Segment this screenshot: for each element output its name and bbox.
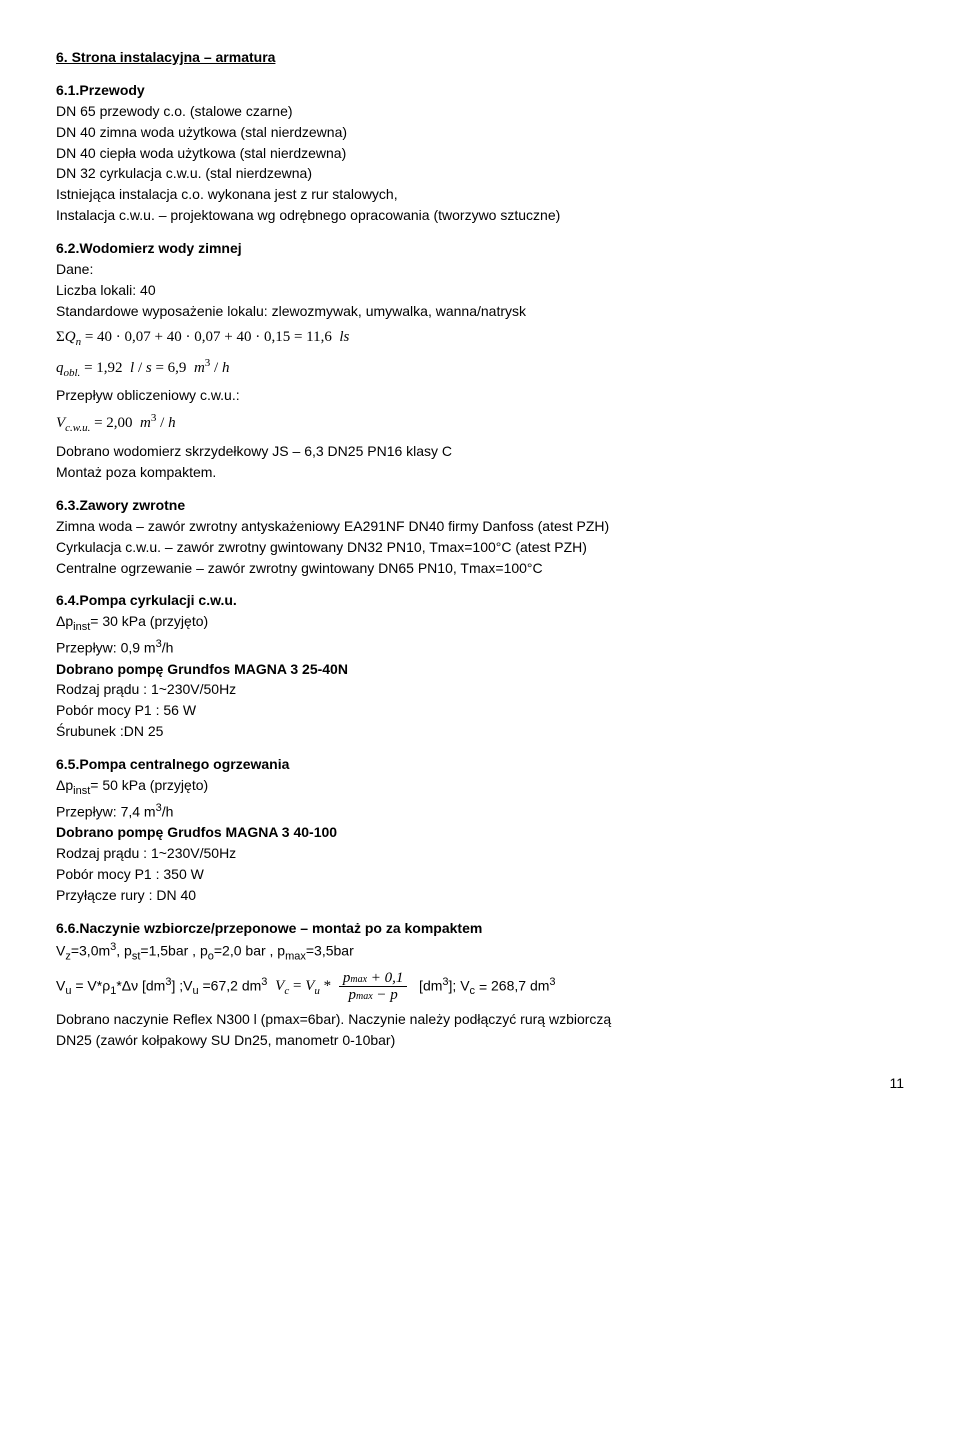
text-line: Dobrano wodomierz skrzydełkowy JS – 6,3 …: [56, 442, 904, 461]
section-6-2-title: 6.2.Wodomierz wody zimnej: [56, 239, 904, 258]
text-line: Liczba lokali: 40: [56, 281, 904, 300]
text-line: DN 65 przewody c.o. (stalowe czarne): [56, 102, 904, 121]
section-6-4-title: 6.4.Pompa cyrkulacji c.w.u.: [56, 591, 904, 610]
text-line: DN 32 cyrkulacja c.w.u. (stal nierdzewna…: [56, 164, 904, 183]
text-line: Przepływ: 7,4 m3/h: [56, 801, 904, 822]
text-line: Δpinst= 50 kPa (przyjęto): [56, 776, 904, 799]
section-6-2-body: Dane: Liczba lokali: 40 Standardowe wypo…: [56, 260, 904, 482]
text-line: DN25 (zawór kołpakowy SU Dn25, manometr …: [56, 1031, 904, 1050]
text-line: Śrubunek :DN 25: [56, 722, 904, 741]
bold-line: Dobrano pompę Grudfos MAGNA 3 40-100: [56, 823, 904, 842]
section-6-1-title: 6.1.Przewody: [56, 81, 904, 100]
formula-vcwu: Vc.w.u. = 2,00 m3 / h: [56, 411, 904, 436]
formula-sigma-q: ΣQn = 40 · 0,07 + 40 · 0,07 + 40 · 0,15 …: [56, 327, 904, 350]
section-6-5-title: 6.5.Pompa centralnego ogrzewania: [56, 755, 904, 774]
text-line: Δpinst= 30 kPa (przyjęto): [56, 612, 904, 635]
text-line: DN 40 ciepła woda użytkowa (stal nierdze…: [56, 144, 904, 163]
section-6-4-body: Δpinst= 30 kPa (przyjęto) Przepływ: 0,9 …: [56, 612, 904, 741]
section-6-6-body: Vz=3,0m3, pst=1,5bar , po=2,0 bar , pmax…: [56, 940, 904, 1050]
section-6-6-title: 6.6.Naczynie wzbiorcze/przeponowe – mont…: [56, 919, 904, 938]
text-line: Vz=3,0m3, pst=1,5bar , po=2,0 bar , pmax…: [56, 940, 904, 964]
text-line: Cyrkulacja c.w.u. – zawór zwrotny gwinto…: [56, 538, 904, 557]
text-line: Standardowe wyposażenie lokalu: zlewozmy…: [56, 302, 904, 321]
text-line: Zimna woda – zawór zwrotny antyskażeniow…: [56, 517, 904, 536]
text-line: DN 40 zimna woda użytkowa (stal nierdzew…: [56, 123, 904, 142]
text-line: Centralne ogrzewanie – zawór zwrotny gwi…: [56, 559, 904, 578]
bold-line: Dobrano pompę Grundfos MAGNA 3 25-40N: [56, 660, 904, 679]
text-line: Przepływ obliczeniowy c.w.u.:: [56, 386, 904, 405]
text-line: Pobór mocy P1 : 350 W: [56, 865, 904, 884]
text-line: Instalacja c.w.u. – projektowana wg odrę…: [56, 206, 904, 225]
text-line: Istniejąca instalacja c.o. wykonana jest…: [56, 185, 904, 204]
section-6-3-title: 6.3.Zawory zwrotne: [56, 496, 904, 515]
formula-qobl: qobl. = 1,92 l / s = 6,9 m3 / h: [56, 356, 904, 381]
text-line: Rodzaj prądu : 1~230V/50Hz: [56, 680, 904, 699]
dane-label: Dane:: [56, 260, 904, 279]
section-6-5-body: Δpinst= 50 kPa (przyjęto) Przepływ: 7,4 …: [56, 776, 904, 905]
section-6-3-body: Zimna woda – zawór zwrotny antyskażeniow…: [56, 517, 904, 578]
formula-vu-vc: Vu = V*ρ1*Δν [dm3] ;Vu =67,2 dm3 Vc = Vu…: [56, 970, 904, 1004]
text-line: Dobrano naczynie Reflex N300 l (pmax=6ba…: [56, 1010, 904, 1029]
section-6-title: 6. Strona instalacyjna – armatura: [56, 48, 904, 67]
text-line: Rodzaj prądu : 1~230V/50Hz: [56, 844, 904, 863]
page-number: 11: [56, 1074, 904, 1093]
section-6-1-body: DN 65 przewody c.o. (stalowe czarne) DN …: [56, 102, 904, 225]
text-line: Przyłącze rury : DN 40: [56, 886, 904, 905]
text-line: Przepływ: 0,9 m3/h: [56, 637, 904, 658]
text-line: Pobór mocy P1 : 56 W: [56, 701, 904, 720]
text-line: Montaż poza kompaktem.: [56, 463, 904, 482]
